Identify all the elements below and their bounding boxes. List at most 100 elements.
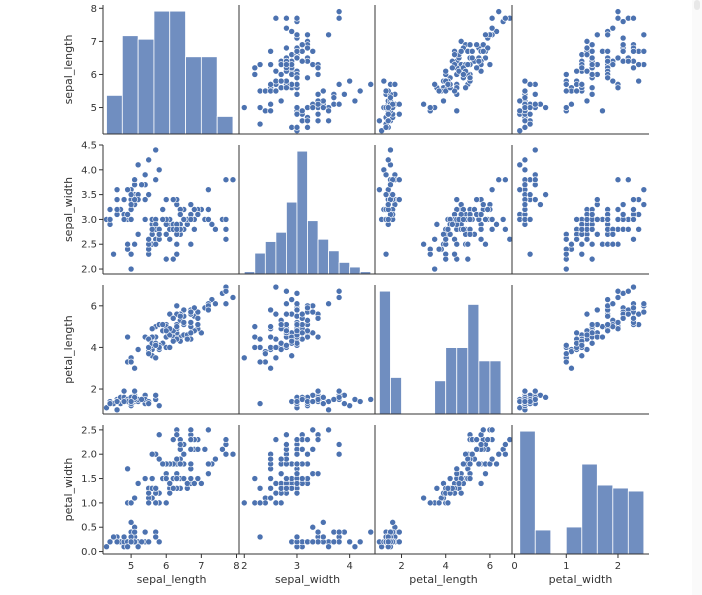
scatter-point (304, 304, 311, 312)
scatter-point (521, 398, 529, 405)
scatter-point (304, 44, 311, 52)
x-tick-label: 5 (128, 561, 134, 572)
panel-petal_length-vs-petal_length (374, 285, 512, 415)
scatter-point (482, 216, 489, 223)
scatter-point (314, 333, 322, 341)
scatter-point (594, 196, 601, 203)
scatter-point (240, 104, 248, 111)
scatter-point (138, 538, 145, 546)
scatter-point (488, 14, 496, 22)
scatter-point (396, 100, 403, 108)
scatter-point (475, 57, 483, 65)
scatter-point (609, 77, 617, 85)
scatter-point (466, 216, 474, 223)
scatter-point (495, 176, 503, 184)
scatter-point (367, 528, 375, 536)
scatter-point (583, 44, 591, 52)
hist-bar-petal_width (627, 490, 645, 555)
scatter-point (152, 342, 159, 349)
scatter-point (272, 87, 280, 95)
scrollbar-thumb[interactable] (694, 0, 700, 10)
scatter-point (482, 240, 489, 248)
scatter-point (573, 235, 580, 243)
scatter-point (521, 87, 529, 95)
scatter-point (283, 475, 290, 482)
scatter-point (630, 283, 637, 291)
hist-bar-petal_length (379, 290, 391, 415)
scatter-point (619, 211, 627, 218)
scatter-point (148, 450, 156, 458)
scatter-point (531, 387, 539, 395)
scatter-point (298, 475, 306, 482)
scatter-point (325, 107, 332, 115)
scatter-point (630, 235, 637, 243)
scatter-point (320, 87, 327, 95)
scatter-point (293, 110, 301, 118)
scatter-point (194, 446, 202, 453)
scatter-point (304, 450, 311, 458)
scatter-point (625, 226, 632, 233)
hist-bar-sepal_width (307, 220, 319, 275)
scatter-point (120, 533, 128, 541)
scatter-point (542, 191, 549, 198)
scatter-point (460, 226, 467, 233)
scatter-point (562, 265, 570, 273)
scatter-point (173, 455, 181, 463)
scatter-point (272, 14, 280, 22)
scatter-point (145, 235, 152, 243)
scatter-point (455, 67, 463, 75)
scatter-point (256, 104, 264, 111)
scatter-point (256, 335, 264, 343)
y-tick-label: 6 (91, 301, 97, 312)
scatter-point (453, 240, 461, 248)
scatter-point (262, 350, 269, 357)
scatter-point (283, 484, 290, 492)
scatter-point (212, 300, 219, 308)
hist-bar-petal_length (434, 380, 447, 415)
scatter-point (356, 87, 364, 95)
scatter-point (588, 41, 596, 48)
scatter-point (573, 87, 580, 95)
scatter-point (477, 441, 485, 448)
scatter-point (583, 331, 591, 339)
y-tick-label: 3.0 (81, 215, 97, 226)
hist-bar-sepal_width (296, 150, 308, 275)
scatter-point (502, 226, 509, 233)
scatter-point (599, 333, 606, 341)
scatter-point (148, 226, 156, 233)
scatter-point (502, 450, 509, 458)
scatter-point (222, 450, 230, 458)
scatter-point (493, 221, 500, 228)
scatter-point (314, 314, 322, 322)
scatter-point (145, 156, 152, 164)
scatter-point (562, 87, 570, 95)
scatter-point (283, 84, 290, 91)
panel-sepal_width-vs-petal_width (511, 145, 649, 275)
scatter-point (521, 124, 529, 131)
scrollbar-track[interactable] (692, 0, 702, 595)
scatter-point (451, 250, 458, 258)
scatter-point (127, 265, 135, 273)
scatter-point (267, 494, 274, 502)
scatter-point (562, 350, 570, 357)
scatter-point (138, 181, 145, 188)
scatter-point (460, 460, 467, 468)
scatter-point (155, 166, 163, 174)
scatter-point (619, 48, 627, 55)
scatter-point (120, 387, 128, 395)
scatter-point (604, 57, 611, 65)
scatter-point (293, 306, 301, 314)
scatter-point (451, 87, 458, 95)
scatter-point (320, 519, 327, 526)
panel-sepal_length-vs-petal_length (374, 5, 514, 135)
x-tick-label: 6 (487, 561, 493, 572)
scatter-point (488, 216, 496, 223)
scatter-point (526, 250, 534, 258)
scatter-point (578, 352, 586, 360)
scatter-point (351, 543, 359, 550)
scatter-point (382, 124, 390, 131)
scatter-point (542, 394, 549, 401)
scatter-point (251, 323, 259, 330)
scatter-point (159, 216, 167, 223)
scatter-point (568, 100, 575, 108)
